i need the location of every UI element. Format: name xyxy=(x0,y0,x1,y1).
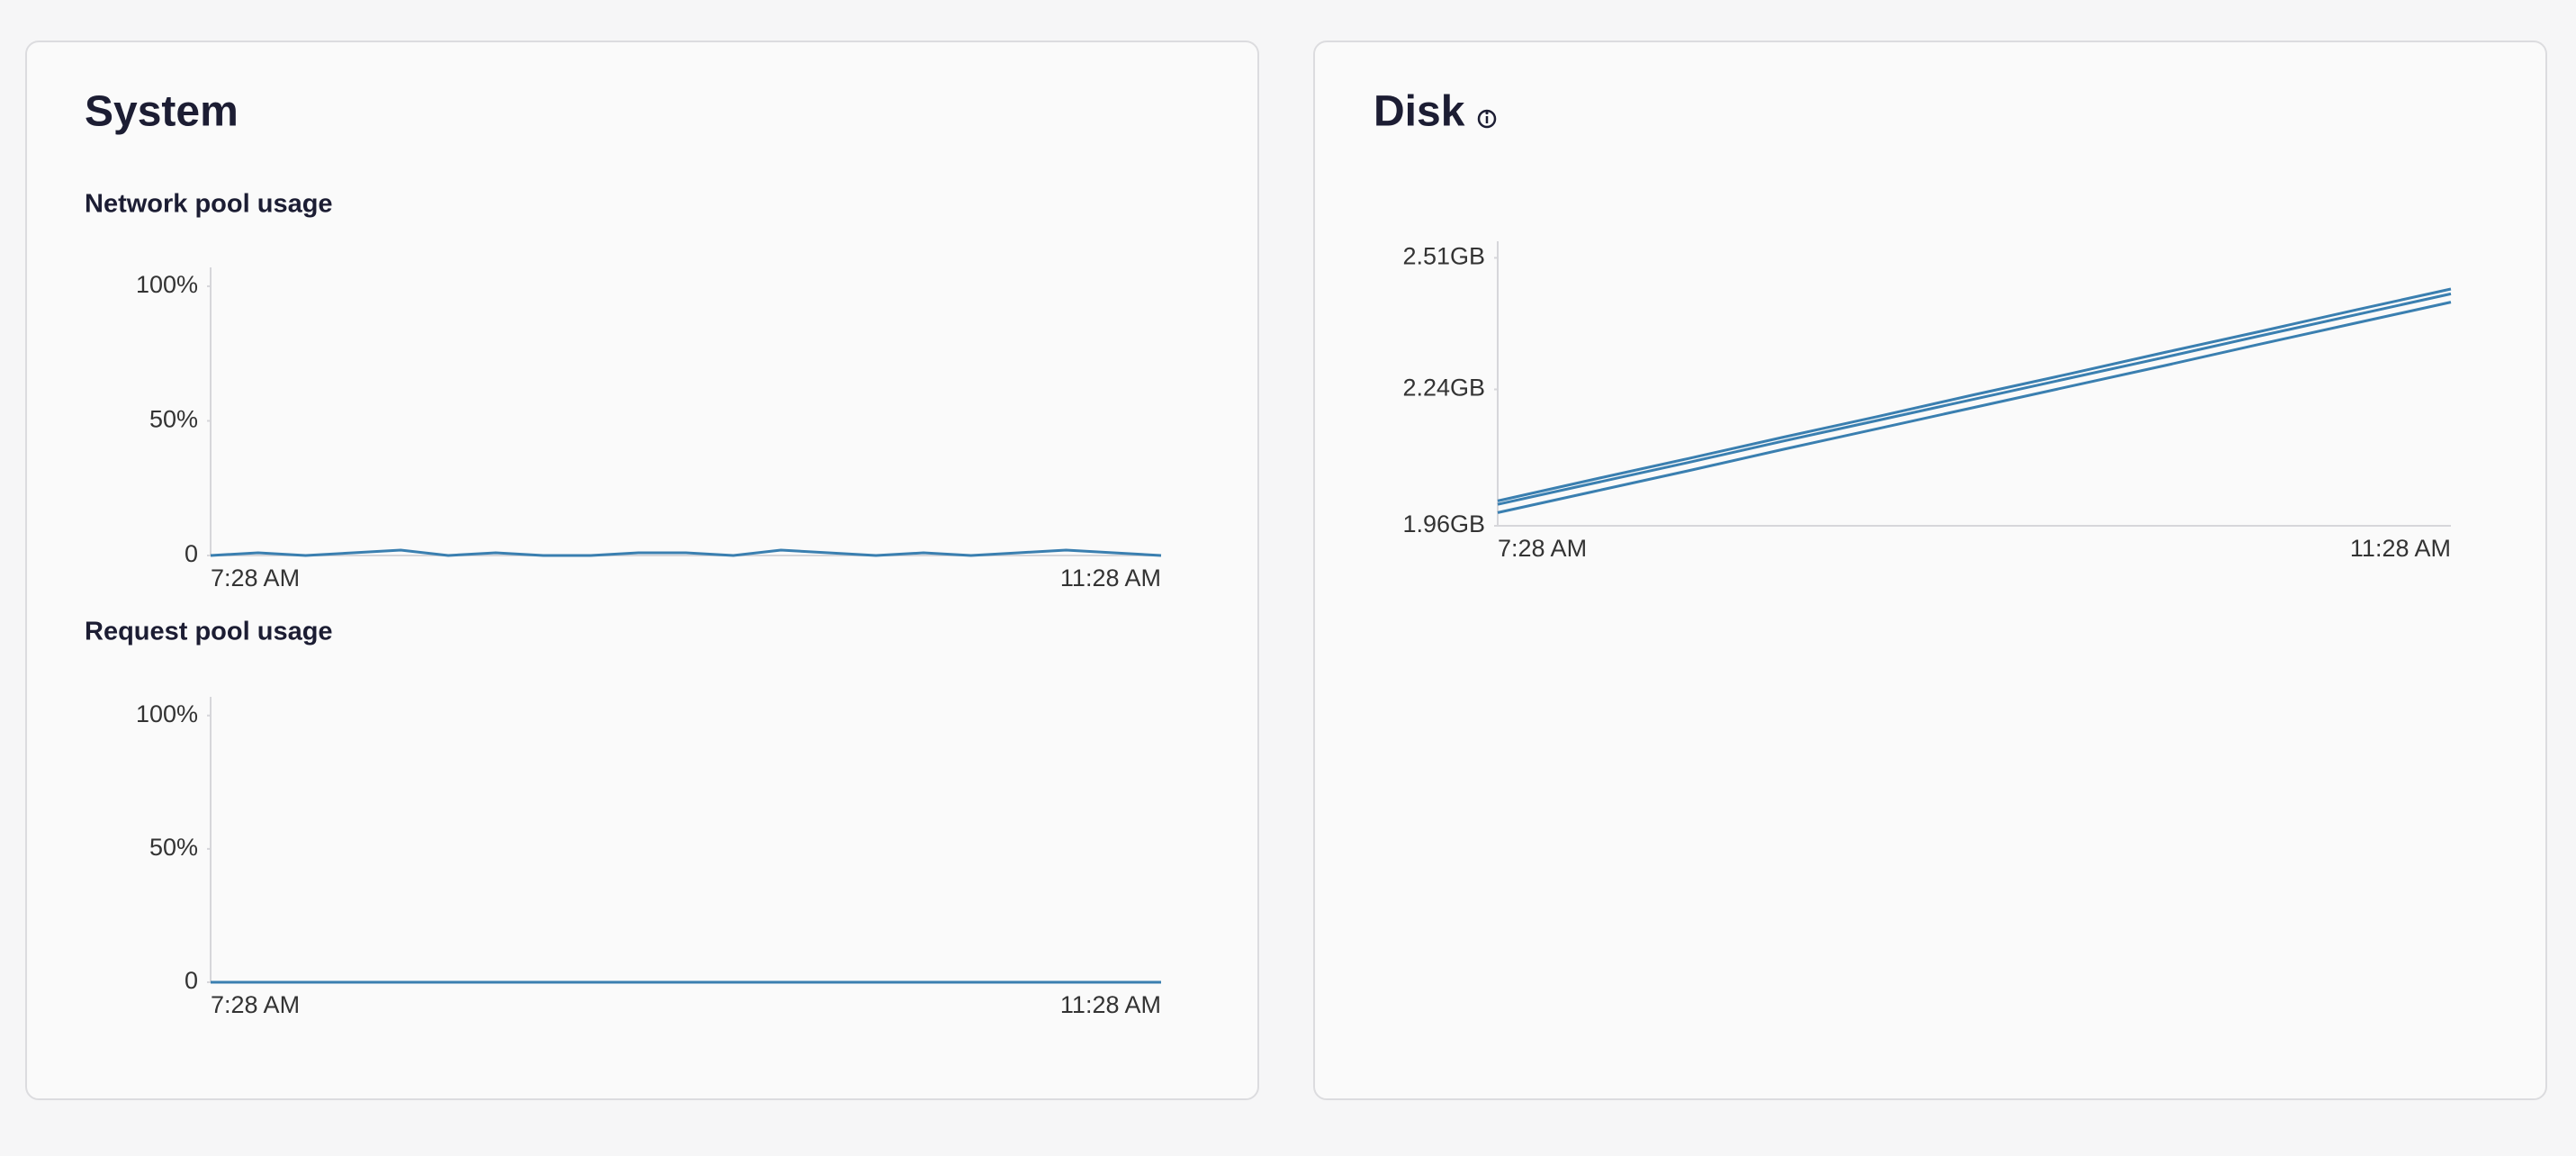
line-series xyxy=(210,548,1162,557)
x-tick-label: 11:28 AM xyxy=(2350,535,2451,562)
panel-title: System xyxy=(85,88,239,136)
x-tick-label: 11:28 AM xyxy=(1060,991,1161,1018)
y-tick-label: 2.24GB xyxy=(1402,375,1485,402)
y-tick-label: 100% xyxy=(136,271,198,298)
y-tick-label: 0 xyxy=(185,540,198,567)
chart-title: Network pool usage xyxy=(85,190,333,219)
line-series xyxy=(1497,292,2452,506)
y-tick-label: 1.96GB xyxy=(1402,510,1485,537)
line-series xyxy=(1497,301,2452,514)
x-tick-label: 7:28 AM xyxy=(1498,535,1587,562)
x-tick-label: 7:28 AM xyxy=(211,991,300,1018)
y-tick-label: 50% xyxy=(149,406,198,433)
system-panel xyxy=(25,41,1259,1100)
info-icon[interactable] xyxy=(1477,109,1497,129)
y-tick-label: 0 xyxy=(185,967,198,994)
panel-title: Disk xyxy=(1374,88,1465,136)
disk-panel xyxy=(1313,41,2547,1100)
x-tick-label: 7:28 AM xyxy=(211,564,300,592)
chart-title: Request pool usage xyxy=(85,618,333,646)
y-tick-label: 50% xyxy=(149,834,198,861)
y-tick-label: 100% xyxy=(136,700,198,727)
line-series xyxy=(1497,287,2452,502)
x-tick-label: 11:28 AM xyxy=(1060,564,1161,592)
y-tick-label: 2.51GB xyxy=(1402,243,1485,270)
